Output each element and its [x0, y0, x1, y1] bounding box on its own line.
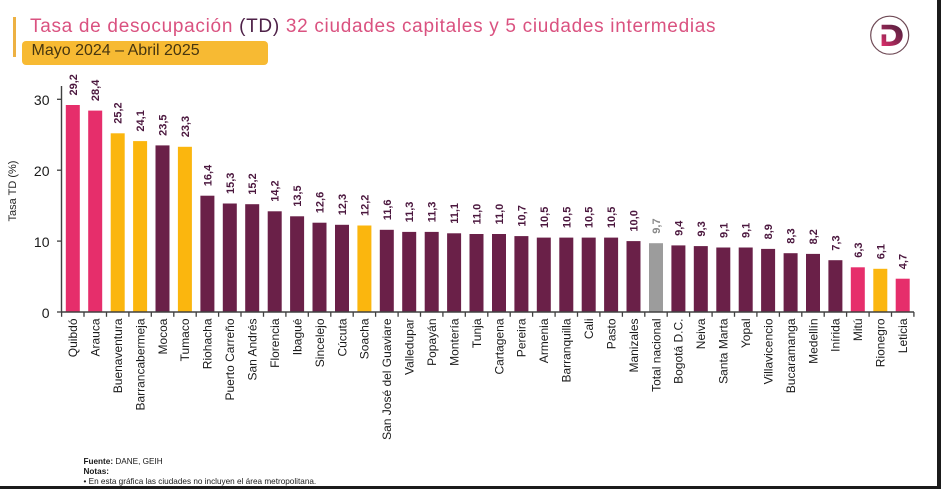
- svg-text:23,5: 23,5: [157, 114, 169, 135]
- svg-text:Buenaventura: Buenaventura: [111, 318, 125, 393]
- svg-text:13,5: 13,5: [292, 185, 304, 206]
- svg-text:Manizales: Manizales: [627, 319, 641, 373]
- svg-text:Soacha: Soacha: [358, 318, 372, 359]
- svg-text:Total nacional: Total nacional: [649, 319, 663, 392]
- svg-text:Popayán: Popayán: [425, 319, 439, 366]
- svg-text:10,0: 10,0: [628, 210, 640, 231]
- svg-text:4,7: 4,7: [898, 254, 910, 269]
- svg-text:9,3: 9,3: [696, 221, 708, 236]
- svg-text:Ibagué: Ibagué: [290, 318, 304, 355]
- svg-text:11,0: 11,0: [471, 204, 483, 225]
- svg-text:Bucaramanga: Bucaramanga: [784, 318, 798, 393]
- svg-text:Rionegro: Rionegro: [874, 318, 888, 367]
- svg-text:Bogotá D.C.: Bogotá D.C.: [672, 319, 686, 384]
- svg-text:15,2: 15,2: [247, 173, 259, 194]
- svg-text:Riohacha: Riohacha: [201, 318, 215, 369]
- svg-text:Tunja: Tunja: [470, 318, 484, 348]
- svg-text:8,2: 8,2: [808, 229, 820, 244]
- svg-text:6,1: 6,1: [875, 244, 887, 259]
- svg-text:Barrancabermeja: Barrancabermeja: [133, 318, 147, 410]
- svg-text:15,3: 15,3: [225, 173, 237, 194]
- svg-text:30: 30: [34, 92, 50, 108]
- svg-text:10,5: 10,5: [606, 207, 618, 228]
- svg-text:11,0: 11,0: [494, 204, 506, 225]
- svg-text:10,7: 10,7: [516, 205, 528, 226]
- svg-text:Cali: Cali: [582, 319, 596, 340]
- svg-text:20: 20: [34, 163, 50, 179]
- svg-text:San José del Guaviare: San José del Guaviare: [380, 318, 394, 440]
- svg-text:Tasa TD (%): Tasa TD (%): [7, 161, 19, 222]
- svg-text:24,1: 24,1: [135, 110, 147, 131]
- svg-text:Quibdó: Quibdó: [66, 318, 80, 357]
- svg-text:11,1: 11,1: [449, 203, 461, 224]
- svg-text:10,5: 10,5: [561, 207, 573, 228]
- svg-text:10: 10: [34, 234, 50, 250]
- svg-text:San Andrés: San Andrés: [246, 319, 260, 381]
- svg-text:Sincelejo: Sincelejo: [313, 318, 327, 367]
- svg-text:Valledupar: Valledupar: [403, 318, 417, 374]
- svg-text:Medellín: Medellín: [806, 319, 820, 364]
- svg-text:8,3: 8,3: [786, 228, 798, 243]
- svg-text:16,4: 16,4: [202, 164, 214, 186]
- svg-text:7,3: 7,3: [830, 235, 842, 250]
- svg-text:9,1: 9,1: [741, 223, 753, 238]
- svg-text:0: 0: [42, 305, 50, 321]
- svg-text:Leticia: Leticia: [896, 318, 910, 353]
- svg-text:Barranquilla: Barranquilla: [560, 318, 574, 382]
- svg-text:10,5: 10,5: [539, 207, 551, 228]
- svg-text:Pasto: Pasto: [604, 318, 618, 349]
- svg-text:10,5: 10,5: [584, 207, 596, 228]
- svg-text:Puerto Carreño: Puerto Carreño: [223, 318, 237, 400]
- svg-text:Neiva: Neiva: [694, 318, 708, 349]
- svg-text:Cúcuta: Cúcuta: [335, 318, 349, 356]
- svg-text:Mitú: Mitú: [851, 319, 865, 342]
- svg-text:28,4: 28,4: [90, 79, 102, 101]
- svg-text:12,2: 12,2: [359, 195, 371, 216]
- svg-text:Villavicencio: Villavicencio: [761, 318, 775, 384]
- svg-text:11,3: 11,3: [404, 202, 416, 223]
- svg-text:14,2: 14,2: [270, 180, 282, 201]
- svg-text:12,3: 12,3: [337, 194, 349, 215]
- svg-text:12,6: 12,6: [314, 192, 326, 213]
- svg-text:Santa Marta: Santa Marta: [717, 318, 731, 384]
- svg-text:Pereira: Pereira: [515, 318, 529, 357]
- svg-text:8,9: 8,9: [763, 224, 775, 239]
- svg-text:23,3: 23,3: [180, 116, 192, 137]
- svg-text:Yopal: Yopal: [739, 319, 753, 349]
- svg-text:Montería: Montería: [447, 318, 461, 366]
- svg-text:29,2: 29,2: [68, 74, 80, 95]
- svg-text:Armenia: Armenia: [537, 318, 551, 363]
- svg-text:9,1: 9,1: [718, 223, 730, 238]
- svg-text:6,3: 6,3: [853, 243, 865, 258]
- svg-text:Inírida: Inírida: [829, 318, 843, 352]
- svg-text:Mocoa: Mocoa: [156, 318, 170, 354]
- svg-text:Arauca: Arauca: [89, 318, 103, 356]
- svg-text:9,4: 9,4: [673, 220, 685, 236]
- svg-text:Tumaco: Tumaco: [178, 318, 192, 361]
- svg-text:Florencia: Florencia: [268, 318, 282, 368]
- svg-text:11,6: 11,6: [382, 199, 394, 220]
- svg-text:9,7: 9,7: [651, 218, 663, 233]
- svg-text:Cartagena: Cartagena: [492, 318, 506, 374]
- svg-text:25,2: 25,2: [113, 102, 125, 123]
- svg-text:11,3: 11,3: [427, 202, 439, 223]
